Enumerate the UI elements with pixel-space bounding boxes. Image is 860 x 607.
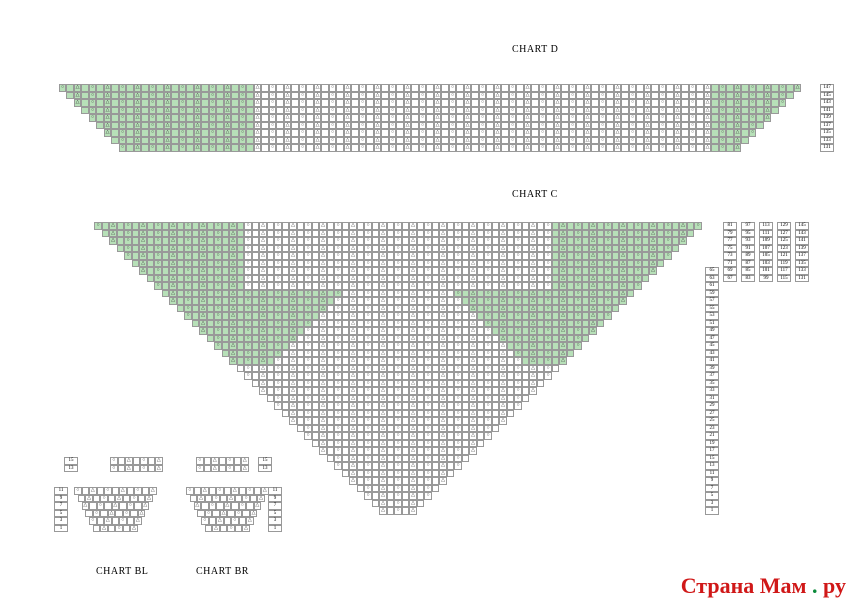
watermark: Страна Мам . ру [681, 573, 846, 599]
watermark-dot: . [812, 573, 818, 598]
chart-bl-rownum-top: 1513 [64, 457, 78, 472]
chart-d-rownums: 147145143141139137135133131 [820, 84, 834, 152]
chart-c: ○△○△○△○△○△○△○△○△○△○△○△○△○△○△○△○△○△○△○△○△… [94, 222, 702, 515]
chart-d-title: CHART D [512, 44, 558, 55]
chart-c-title: CHART C [512, 189, 558, 200]
chart-bl-rownum-bot: 1197531 [54, 487, 68, 532]
chart-br-title: CHART BR [196, 566, 249, 577]
chart-br-rownum-top: 1513 [258, 457, 272, 472]
watermark-text2: ру [823, 573, 846, 598]
chart-bl-title: CHART BL [96, 566, 148, 577]
chart-br-top: ○△○△○△○△ [196, 457, 249, 472]
watermark-text1: Страна Мам [681, 573, 807, 598]
chart-br-rownum-bot: 1197531 [268, 487, 282, 532]
chart-bl-bottom: ○△○△○△△○△○△△○△○△○△○△○△○△△○△ [74, 487, 157, 532]
chart-d: ○△○△○△○△○△○△○△○△○△○△○△○△○△○△○△○△○△○△○△○△… [58, 84, 802, 152]
chart-br-bottom: ○△○△○△△○△○△△○△○△○△○△○△○△△○△ [186, 487, 269, 532]
chart-bl-top: ○△○△○△○△ [110, 457, 163, 472]
